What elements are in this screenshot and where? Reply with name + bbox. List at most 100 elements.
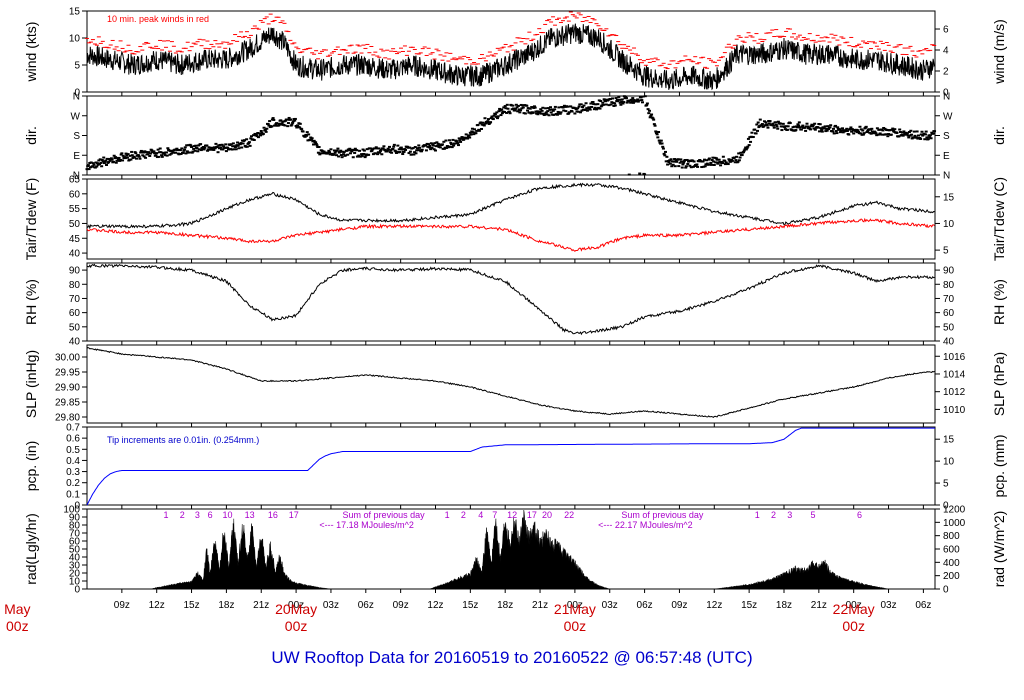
wind-direction-point bbox=[635, 99, 639, 102]
wind-direction-point bbox=[174, 151, 178, 154]
wind-direction-point bbox=[525, 104, 529, 107]
ytick-label-dir: N bbox=[73, 92, 80, 103]
wind-direction-point bbox=[202, 148, 206, 151]
wind-direction-point bbox=[656, 136, 660, 139]
series-line-slp-0 bbox=[86, 347, 935, 419]
wind-direction-point bbox=[671, 163, 675, 166]
wind-direction-point bbox=[289, 118, 293, 121]
wind-direction-point bbox=[531, 111, 535, 114]
wind-direction-point bbox=[559, 111, 563, 114]
wind-direction-point bbox=[714, 157, 718, 160]
wind-direction-point bbox=[684, 165, 688, 168]
wind-direction-point bbox=[108, 159, 112, 162]
xtick-label: 21z bbox=[253, 600, 269, 611]
wind-direction-point bbox=[516, 110, 520, 113]
wind-direction-point bbox=[819, 127, 823, 130]
wind-direction-point bbox=[583, 109, 587, 112]
wind-direction-point bbox=[884, 133, 888, 136]
wind-direction-point bbox=[492, 114, 496, 117]
ytick-label-dir: W bbox=[71, 111, 81, 122]
wind-direction-point bbox=[826, 125, 830, 128]
wind-direction-point bbox=[680, 160, 684, 163]
wind-direction-point bbox=[348, 147, 352, 150]
wind-direction-point bbox=[857, 130, 861, 133]
ytick-right-label-rh: 60 bbox=[943, 308, 955, 319]
wind-direction-point bbox=[199, 143, 203, 146]
ytick-right-label-rh: 70 bbox=[943, 294, 955, 305]
wind-direction-point bbox=[464, 133, 468, 136]
wind-direction-point bbox=[618, 101, 622, 104]
wind-direction-point bbox=[190, 151, 194, 154]
wind-direction-point bbox=[915, 130, 919, 133]
wind-direction-point bbox=[629, 101, 633, 104]
wind-direction-point bbox=[705, 162, 709, 165]
radiation-area-0 bbox=[150, 518, 331, 590]
wind-direction-point bbox=[588, 106, 592, 109]
wind-direction-point bbox=[295, 124, 299, 127]
wind-direction-point bbox=[533, 106, 537, 109]
wind-direction-point bbox=[631, 101, 635, 104]
wind-direction-point bbox=[432, 148, 436, 151]
wind-direction-point bbox=[153, 152, 157, 155]
ytick-right-label-wind: 6 bbox=[943, 25, 949, 36]
ytick-right-label-temp: 15 bbox=[943, 192, 955, 203]
wind-direction-point bbox=[756, 129, 760, 132]
wind-direction-point bbox=[197, 148, 201, 151]
wind-direction-point bbox=[871, 130, 875, 133]
wind-direction-point bbox=[762, 125, 766, 128]
wind-direction-point bbox=[411, 147, 415, 150]
wind-direction-point bbox=[375, 147, 379, 150]
wind-direction-point bbox=[786, 125, 790, 128]
wind-direction-point bbox=[794, 129, 798, 132]
wind-direction-point bbox=[652, 123, 656, 126]
ylabel-right-slp: SLP (hPa) bbox=[991, 352, 1007, 416]
xtick-label: 06z bbox=[358, 600, 374, 611]
wind-direction-point bbox=[471, 131, 475, 134]
wind-direction-point bbox=[183, 148, 187, 151]
wind-direction-point bbox=[263, 128, 267, 131]
wind-direction-point bbox=[555, 113, 559, 116]
wind-direction-point bbox=[456, 142, 460, 145]
wind-direction-point bbox=[231, 142, 235, 145]
wind-direction-point bbox=[178, 149, 182, 152]
wind-direction-point bbox=[542, 114, 546, 117]
wind-direction-point bbox=[402, 150, 406, 153]
wind-direction-point bbox=[920, 130, 924, 133]
wind-direction-point bbox=[615, 98, 619, 101]
wind-direction-point bbox=[457, 137, 461, 140]
wind-direction-point bbox=[529, 112, 533, 115]
wind-direction-point bbox=[528, 107, 532, 110]
wind-direction-point bbox=[226, 146, 230, 149]
wind-direction-point bbox=[696, 165, 700, 168]
ytick-label-pcp: 0.4 bbox=[66, 456, 80, 467]
hour-marker-label: 2 bbox=[771, 510, 776, 520]
wind-direction-point bbox=[262, 126, 266, 129]
wind-direction-point bbox=[762, 120, 766, 123]
wind-direction-point bbox=[856, 129, 860, 132]
wind-direction-point bbox=[721, 162, 725, 165]
wind-direction-point bbox=[285, 118, 289, 121]
wind-direction-point bbox=[339, 154, 343, 157]
wind-direction-point bbox=[117, 156, 121, 159]
wind-direction-point bbox=[551, 109, 555, 112]
wind-direction-point bbox=[134, 152, 138, 155]
wind-direction-point bbox=[845, 127, 849, 130]
wind-direction-point bbox=[99, 161, 103, 164]
wind-direction-point bbox=[105, 163, 109, 166]
ylabel-right-rh: RH (%) bbox=[991, 279, 1007, 325]
wind-direction-point bbox=[779, 122, 783, 125]
wind-direction-point bbox=[95, 162, 99, 165]
wind-direction-point bbox=[305, 131, 309, 134]
wind-direction-point bbox=[592, 108, 596, 111]
wind-direction-point bbox=[808, 128, 812, 131]
wind-direction-point bbox=[467, 134, 471, 137]
day-label: 22May bbox=[833, 601, 875, 617]
wind-direction-point bbox=[456, 144, 460, 147]
wind-direction-point bbox=[433, 149, 437, 152]
wind-direction-point bbox=[414, 152, 418, 155]
wind-direction-point bbox=[147, 151, 151, 154]
xtick-label: 00z bbox=[288, 600, 304, 611]
wind-direction-point bbox=[590, 105, 594, 108]
wind-direction-point bbox=[440, 143, 444, 146]
wind-direction-point bbox=[889, 133, 893, 136]
